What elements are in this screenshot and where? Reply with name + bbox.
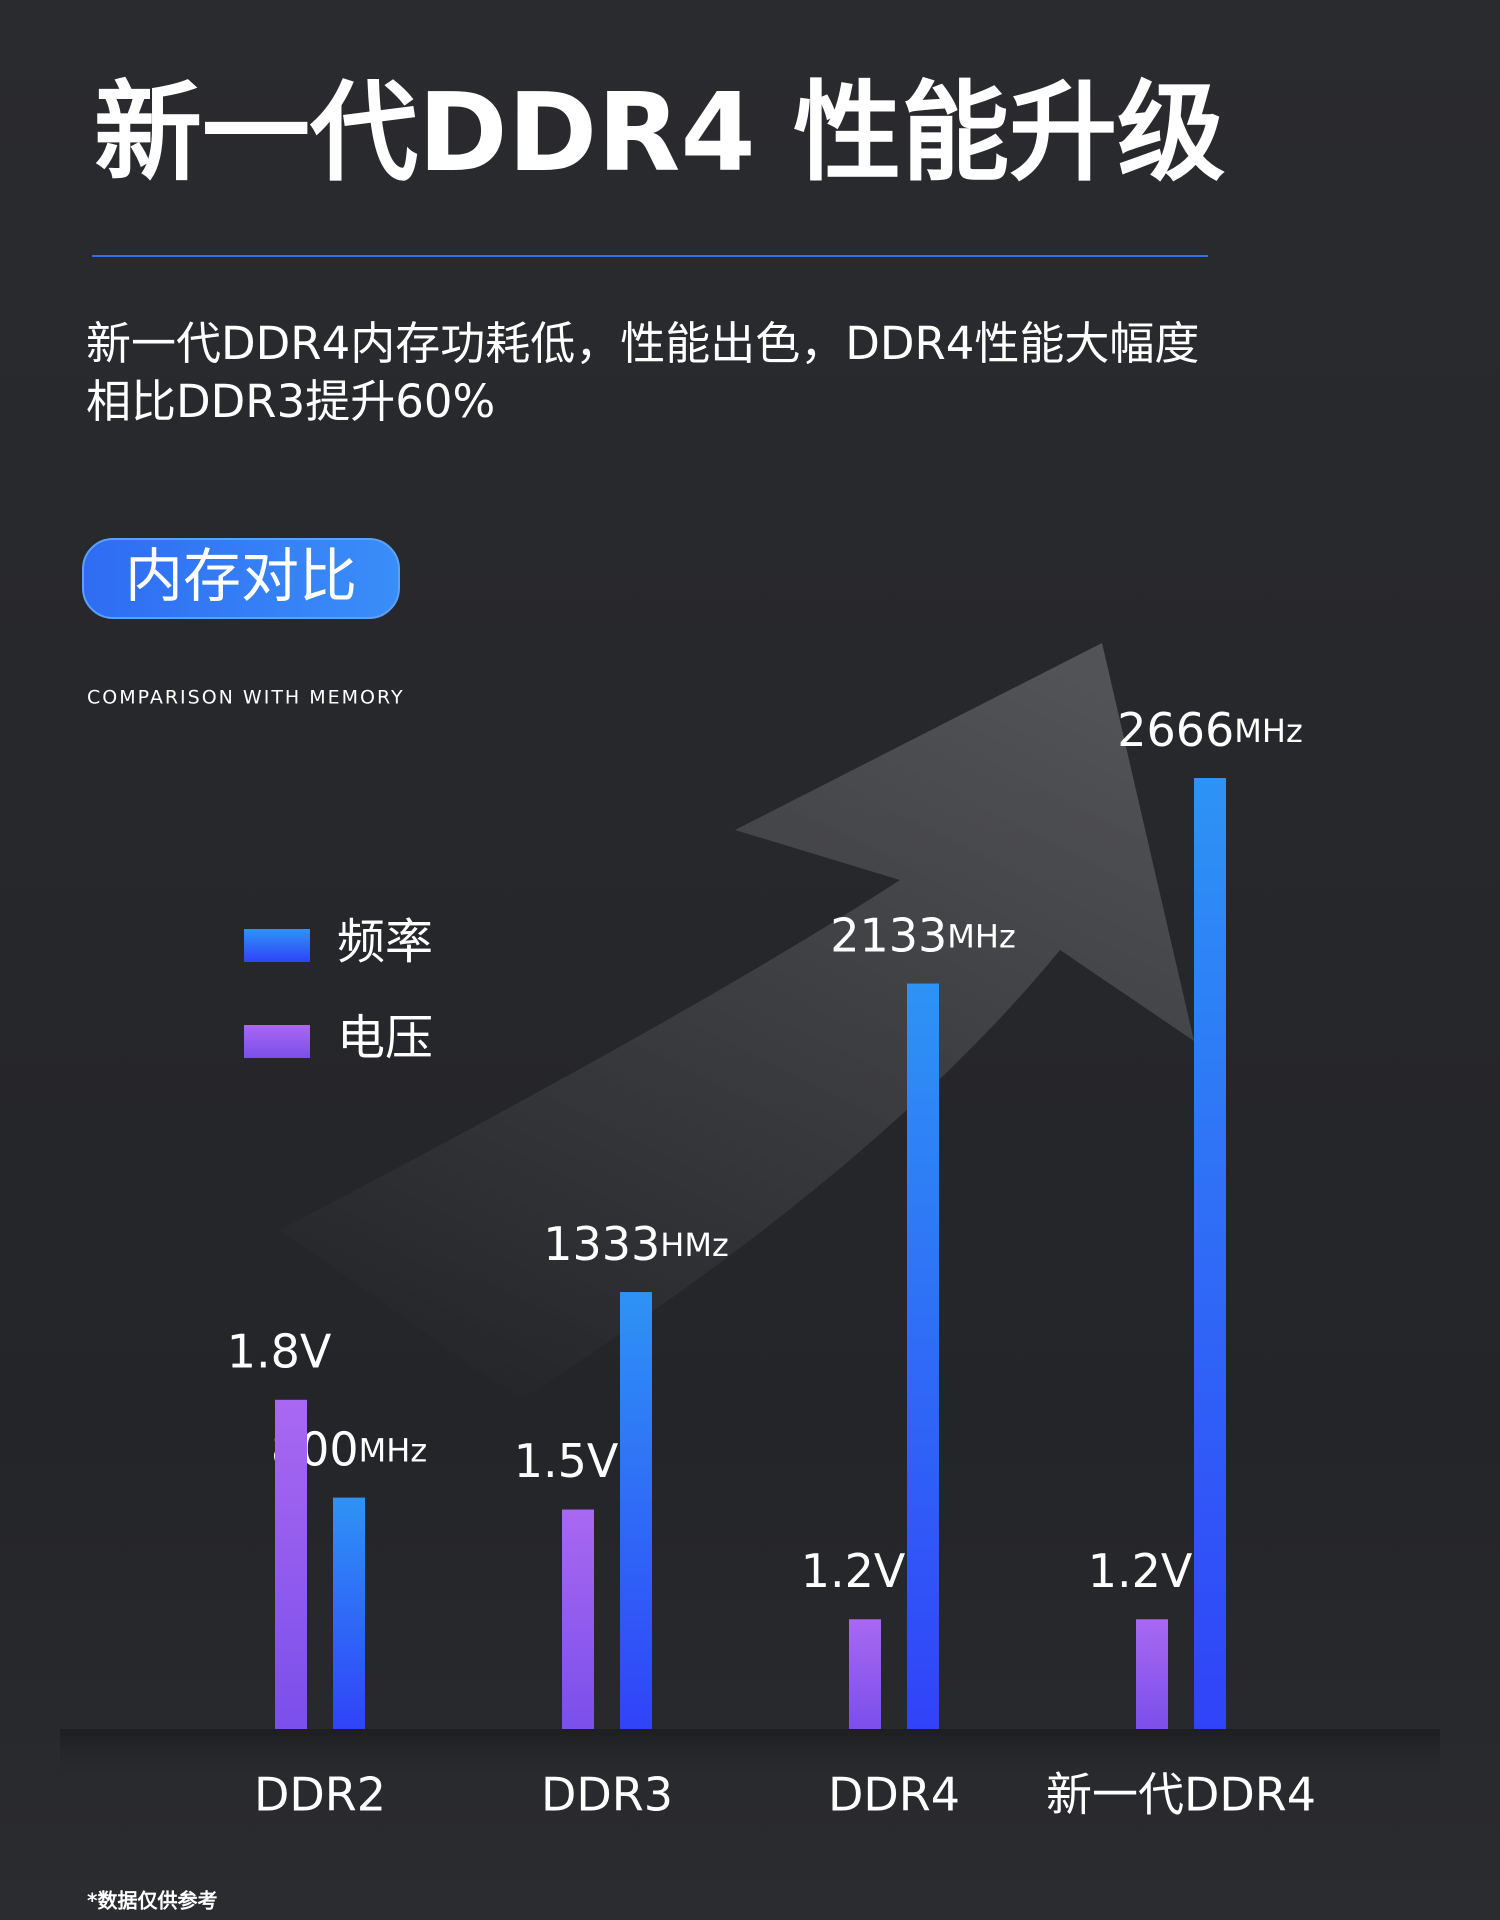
value-label: 1.5V [514, 1434, 619, 1488]
category-label: 新一代DDR4 [1046, 1768, 1316, 1822]
bar [275, 1399, 307, 1729]
description-line: 相比DDR3提升60% [86, 375, 495, 428]
title: 新一代DDR4 性能升级 [94, 71, 1225, 196]
value-label: 1.8V [227, 1324, 332, 1378]
value-label: 2133MHz [830, 908, 1016, 962]
value-label: 1.2V [801, 1544, 906, 1598]
growth-arrow [280, 643, 1194, 1400]
bar [562, 1509, 594, 1729]
bar [1194, 778, 1226, 1729]
category-label: DDR4 [828, 1768, 960, 1822]
legend-swatch [244, 929, 310, 962]
value-label: 2666MHz [1117, 703, 1303, 757]
legend-swatch [244, 1025, 310, 1058]
bar [620, 1292, 652, 1729]
badge-label: 内存对比 [125, 542, 357, 610]
badge [82, 538, 400, 619]
bar [907, 983, 939, 1729]
floor-shadow [60, 1729, 1440, 1789]
category-label: DDR3 [541, 1768, 673, 1822]
legend-label: 频率 [337, 914, 433, 970]
value-label: 1.2V [1088, 1544, 1193, 1598]
bar [849, 1619, 881, 1729]
bar [1136, 1619, 1168, 1729]
value-label: 1333HMz [543, 1217, 729, 1271]
description-line: 新一代DDR4内存功耗低，性能出色，DDR4性能大幅度 [86, 317, 1199, 370]
category-label: DDR2 [254, 1768, 386, 1822]
badge-caption: COMPARISON WITH MEMORY [87, 687, 405, 709]
footnote: *数据仅供参考 [87, 1889, 217, 1913]
legend-label: 电压 [337, 1010, 433, 1066]
bar [333, 1497, 365, 1729]
